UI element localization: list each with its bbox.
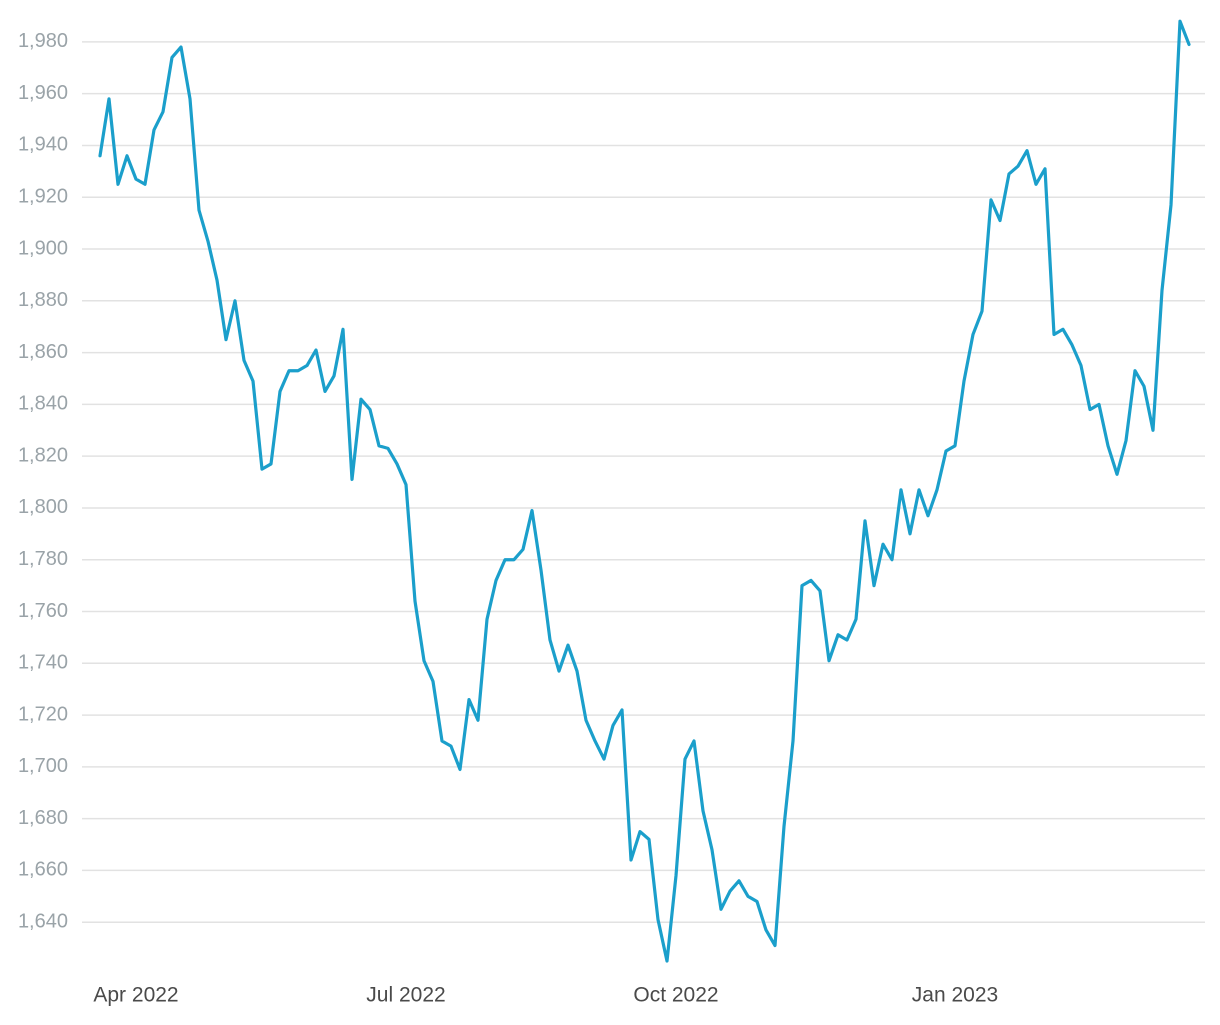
- y-tick-label: 1,780: [18, 548, 68, 570]
- y-tick-label: 1,760: [18, 600, 68, 622]
- y-tick-label: 1,800: [18, 496, 68, 518]
- y-tick-label: 1,980: [18, 30, 68, 52]
- x-tick-label: Oct 2022: [633, 984, 718, 1007]
- y-tick-label: 1,660: [18, 859, 68, 881]
- y-tick-label: 1,920: [18, 186, 68, 208]
- x-tick-label: Jan 2023: [912, 984, 998, 1007]
- y-tick-label: 1,880: [18, 289, 68, 311]
- y-tick-label: 1,900: [18, 237, 68, 259]
- y-tick-label: 1,820: [18, 444, 68, 466]
- y-tick-label: 1,640: [18, 910, 68, 932]
- x-tick-label: Jul 2022: [366, 984, 445, 1007]
- y-tick-label: 1,740: [18, 652, 68, 674]
- y-tick-label: 1,680: [18, 807, 68, 829]
- y-tick-label: 1,940: [18, 134, 68, 156]
- x-tick-label: Apr 2022: [93, 984, 178, 1007]
- y-tick-label: 1,720: [18, 703, 68, 725]
- y-tick-label: 1,700: [18, 755, 68, 777]
- price-line: [98, 19, 1191, 963]
- y-tick-label: 1,860: [18, 341, 68, 363]
- y-tick-label: 1,960: [18, 82, 68, 104]
- y-tick-label: 1,840: [18, 393, 68, 415]
